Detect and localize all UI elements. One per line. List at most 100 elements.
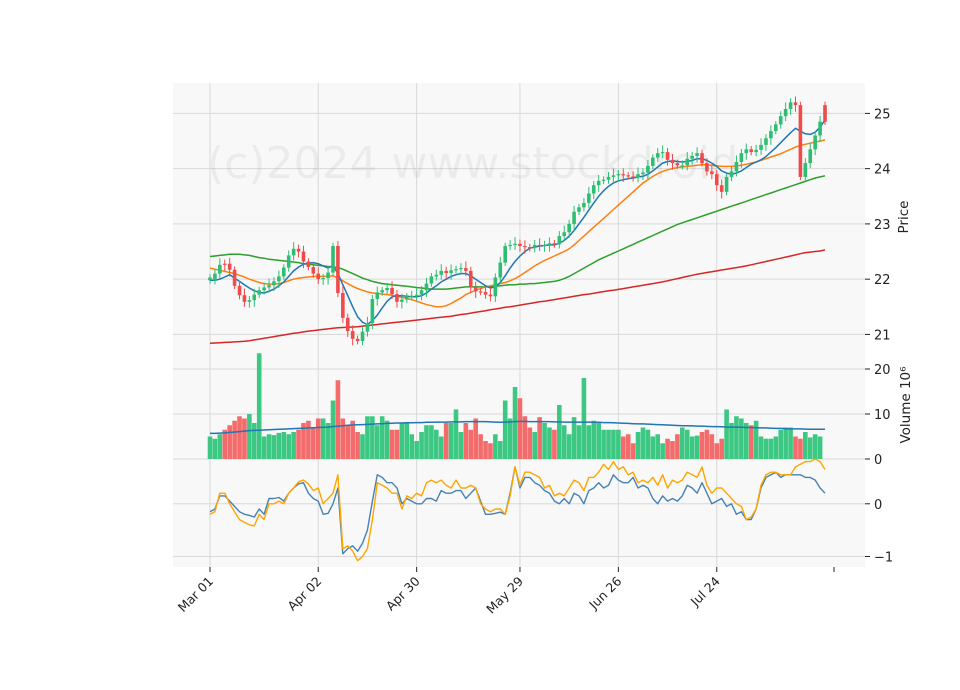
candle-body <box>601 179 606 181</box>
candle-body <box>493 277 498 297</box>
candle-body <box>788 102 793 109</box>
candle-body <box>316 273 321 280</box>
candle-body <box>705 163 709 172</box>
volume-bar <box>350 420 355 459</box>
volume-bar <box>763 438 769 459</box>
candle-body <box>769 131 773 139</box>
candle-body <box>277 276 281 282</box>
volume-bar <box>522 416 528 459</box>
volume-bar <box>660 443 665 459</box>
candle-body <box>532 244 537 249</box>
volume-bar <box>306 420 311 459</box>
ma-mid-line <box>209 139 826 308</box>
y-tick-label: 0 <box>874 453 882 468</box>
volume-bar <box>399 423 405 459</box>
volume-bar <box>724 409 729 459</box>
volume-bar <box>788 427 793 459</box>
volume-bar <box>606 429 611 459</box>
candle-body <box>252 294 257 301</box>
candle-body <box>552 243 557 245</box>
candle-body <box>395 294 399 302</box>
candle-body <box>434 274 439 277</box>
volume-bar <box>414 441 419 459</box>
volume-bar <box>576 425 582 459</box>
volume-bar <box>601 429 606 459</box>
candle-body <box>734 162 739 172</box>
volume-bar <box>320 418 326 459</box>
candle-body <box>700 153 704 164</box>
candle-body <box>798 105 803 177</box>
candle-body <box>336 246 340 293</box>
volume-bar <box>586 425 592 459</box>
candle-body <box>606 176 611 180</box>
volume-bar <box>212 438 218 459</box>
candle-body <box>385 288 389 291</box>
candle-body <box>444 270 448 274</box>
candle-body <box>616 174 621 176</box>
volume-bar <box>812 434 818 459</box>
candle-body <box>488 294 493 297</box>
volume-bar <box>561 425 567 459</box>
volume-bar <box>370 416 375 459</box>
volume-bar <box>266 434 272 459</box>
volume-bar <box>281 432 287 459</box>
volume-bar <box>611 429 616 459</box>
candle-body <box>611 175 616 177</box>
candle-body <box>596 180 601 186</box>
volume-bar <box>581 378 587 459</box>
candle-body <box>449 270 453 274</box>
volume-bar <box>709 434 715 459</box>
volume-bar <box>798 438 803 459</box>
volume-bar <box>571 417 577 459</box>
candle-body <box>665 152 670 160</box>
candle-body <box>739 153 744 163</box>
candle-body <box>710 171 714 175</box>
volume-bar <box>557 405 562 459</box>
candle-body <box>724 176 729 192</box>
volume-bar <box>768 438 774 459</box>
volume-panel <box>207 353 825 459</box>
volume-bar <box>729 423 734 459</box>
candle-body <box>331 246 335 273</box>
candle-body <box>272 281 276 286</box>
candle-body <box>818 121 822 136</box>
x-tick-label: Mar 01 <box>175 574 216 615</box>
watermark: (c)2024 www.stockdroid <box>207 138 738 189</box>
candle-body <box>400 299 404 302</box>
oscillator-panel <box>209 458 826 562</box>
candle-body <box>591 185 596 194</box>
volume-bar <box>507 418 513 459</box>
volume-bar <box>783 427 788 459</box>
candle-body <box>370 299 375 324</box>
candle-body <box>823 105 827 122</box>
y-tick-label: 25 <box>874 107 891 122</box>
y-tick-label: 10 <box>874 408 891 423</box>
candle-body <box>321 278 325 280</box>
candle-body <box>744 149 749 154</box>
candle-body <box>267 285 271 288</box>
candle-body <box>213 273 217 281</box>
volume-bar <box>616 429 621 459</box>
candle-body <box>208 277 212 281</box>
candle-body <box>631 176 635 178</box>
volume-bar <box>463 423 469 459</box>
volume-bar <box>527 427 533 459</box>
price-panel <box>208 96 827 346</box>
candle-body <box>714 174 719 186</box>
volume-bar <box>537 417 542 459</box>
volume-bar <box>434 429 439 459</box>
volume-bar <box>222 429 228 459</box>
candle-body <box>237 285 242 296</box>
volume-bar <box>311 427 316 459</box>
candle-body <box>262 287 266 291</box>
volume-bar <box>389 429 395 459</box>
volume-bar <box>409 434 415 459</box>
candle-body <box>680 165 685 167</box>
volume-bar <box>748 425 754 459</box>
candle-body <box>523 246 527 248</box>
volume-bar <box>251 423 257 459</box>
candle-body <box>803 163 808 177</box>
x-tick-label: Jul 24 <box>687 573 723 609</box>
candle-body <box>778 116 783 125</box>
volume-bar <box>330 400 336 459</box>
